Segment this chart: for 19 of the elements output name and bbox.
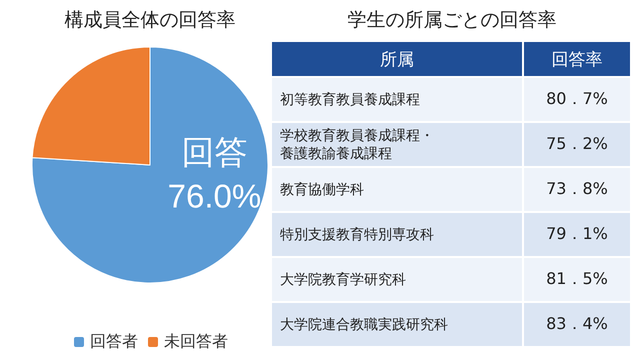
chart-title: 構成員全体の回答率 [64,9,236,31]
legend-label: 回答者 [90,332,138,350]
category-label: 学校教育教員養成課程・養護教諭養成課程 [272,123,524,166]
text: 81．5% [546,269,608,288]
text: 80．7% [546,89,608,108]
category-label: 大学院連合教職実践研究科 [272,303,524,346]
legend-label: 未回答者 [164,332,228,350]
category-label: 大学院教育学研究科 [272,258,524,301]
text: 83．4% [546,314,608,333]
data-label: 回答 76.0% [168,134,262,215]
category-label: 教育協働学科 [272,168,524,211]
category-label: 初等教育教員養成課程 [272,78,524,121]
category-label: 特別支援教育特別専攻科 [272,213,524,256]
text: 75．2% [546,134,608,153]
text: 学生の所属ごとの回答率 [346,8,558,33]
text: 所属 [272,42,524,76]
text: 79．1% [546,224,608,243]
text: 73．8% [546,179,608,198]
text: 回答率 [524,42,632,76]
